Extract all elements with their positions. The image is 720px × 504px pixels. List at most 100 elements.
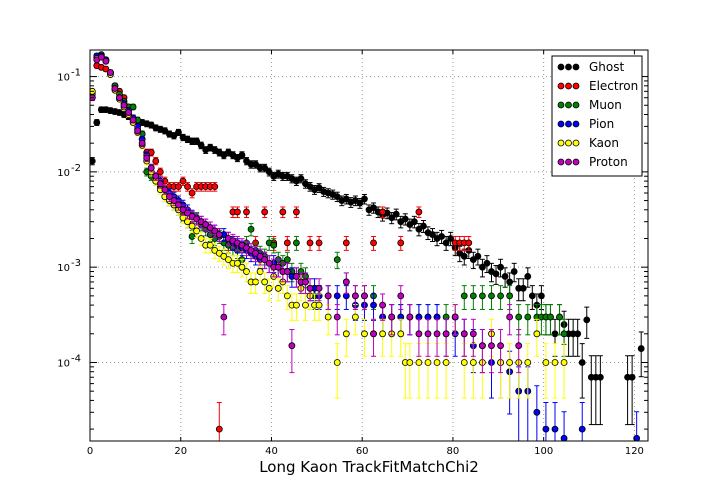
data-point (342, 239, 350, 247)
data-point (397, 239, 405, 247)
data-point (279, 208, 287, 216)
data-point (424, 330, 432, 338)
data-point (497, 342, 504, 350)
data-point (193, 227, 201, 235)
data-point (125, 109, 132, 116)
data-point (551, 330, 559, 338)
data-point (333, 292, 341, 300)
legend-label: Electron (589, 79, 638, 93)
data-point (460, 359, 468, 366)
data-point (220, 313, 228, 321)
data-point (492, 270, 500, 278)
data-point (551, 359, 559, 366)
y-tick-label-exponent: -4 (71, 353, 81, 364)
data-point (93, 119, 101, 126)
legend-label: Pion (589, 117, 614, 131)
data-point (179, 206, 187, 214)
legend-marker (572, 101, 580, 109)
data-point (524, 313, 532, 321)
data-point (265, 168, 273, 176)
data-point (293, 208, 300, 216)
data-point (129, 116, 137, 124)
data-point (433, 330, 441, 338)
data-point (433, 359, 441, 366)
data-point (238, 151, 246, 159)
data-point (415, 359, 423, 366)
series-clip-group (90, 51, 645, 441)
data-point (97, 53, 105, 61)
data-point (116, 94, 123, 102)
data-point (333, 313, 341, 321)
data-point (293, 273, 300, 280)
y-tick-label-exponent: -1 (71, 68, 81, 79)
data-point (370, 204, 377, 212)
data-point (451, 313, 459, 321)
data-point (361, 195, 368, 203)
legend-marker (557, 139, 565, 147)
data-point (315, 284, 323, 292)
data-point (138, 139, 146, 147)
data-point (333, 193, 341, 201)
data-point (243, 208, 250, 216)
data-point (302, 278, 309, 286)
data-point (252, 249, 259, 257)
data-point (469, 292, 477, 300)
data-point (356, 199, 364, 207)
plot-frame (89, 49, 649, 442)
data-point (379, 330, 387, 338)
data-point (90, 157, 96, 165)
data-point (238, 263, 246, 271)
data-point (161, 186, 169, 194)
data-point (297, 175, 305, 182)
legend-marker (557, 120, 565, 128)
data-point (202, 221, 210, 228)
data-point (274, 284, 282, 292)
data-point (156, 168, 164, 176)
data-point (247, 225, 255, 233)
data-point (506, 313, 514, 321)
data-point (460, 292, 468, 300)
data-point (184, 183, 191, 191)
data-point (175, 128, 182, 136)
x-tick-label: 100 (534, 446, 553, 457)
data-point (506, 292, 514, 300)
data-point (578, 425, 586, 433)
legend-marker (565, 63, 572, 71)
series-layer (90, 51, 645, 441)
data-point (442, 330, 450, 338)
legend-marker (557, 158, 565, 166)
data-point (488, 292, 495, 300)
data-point (628, 373, 636, 381)
data-point (283, 239, 291, 247)
data-point (234, 259, 241, 267)
data-point (315, 239, 323, 247)
data-point (474, 252, 482, 260)
data-point (188, 189, 196, 197)
data-point (215, 231, 223, 238)
data-point (524, 359, 532, 366)
data-point (274, 263, 282, 271)
legend-label: Kaon (589, 136, 619, 150)
data-point (361, 292, 368, 300)
legend-item-muon: Muon (557, 98, 622, 112)
data-point (596, 373, 604, 381)
legend-item-electron: Electron (557, 79, 638, 93)
data-point (143, 154, 151, 162)
data-point (283, 268, 291, 275)
legend-item-kaon: Kaon (557, 136, 619, 150)
data-point (515, 342, 523, 350)
legend-marker (565, 158, 572, 166)
data-point (129, 103, 137, 111)
data-point (506, 359, 514, 366)
data-point (324, 292, 332, 300)
data-point (388, 214, 396, 222)
y-tick-label-exponent: -3 (71, 258, 81, 269)
series-proton (90, 53, 523, 374)
data-point (556, 313, 563, 321)
data-point (528, 292, 536, 300)
data-point (224, 256, 232, 264)
data-point (488, 342, 495, 350)
legend-label: Ghost (589, 60, 624, 74)
data-point (211, 227, 219, 235)
data-point (302, 301, 309, 309)
